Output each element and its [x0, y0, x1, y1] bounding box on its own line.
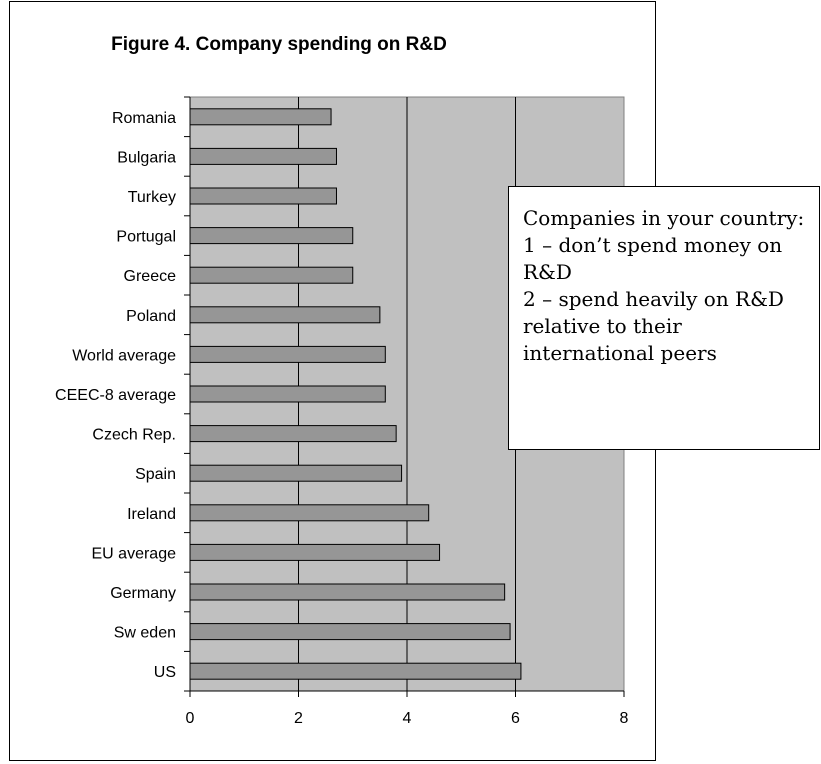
bar	[189, 464, 403, 482]
bar	[189, 543, 441, 561]
bar	[189, 504, 430, 522]
bar	[189, 425, 397, 443]
category-label: Ireland	[127, 506, 176, 523]
category-label: EU average	[92, 545, 177, 562]
bar	[189, 345, 386, 363]
annotation-box: Companies in your country: 1 – don’t spe…	[508, 186, 820, 450]
bar	[189, 662, 522, 680]
category-label: Germany	[110, 585, 176, 602]
x-tick-label: 4	[403, 710, 412, 727]
category-label: CEEC-8 average	[55, 387, 176, 404]
annotation-line: 1 – don’t spend money on R&D	[523, 233, 783, 284]
category-label: Sw eden	[114, 625, 176, 642]
bar	[189, 266, 354, 284]
category-label: Spain	[135, 466, 176, 483]
bar	[189, 187, 337, 205]
category-label: Greece	[124, 268, 177, 285]
x-tick-label: 0	[186, 710, 195, 727]
category-label: Bulgaria	[117, 149, 176, 166]
bar	[189, 147, 337, 165]
bar	[189, 623, 511, 641]
category-label: Romania	[112, 110, 176, 127]
category-label: Turkey	[128, 189, 176, 206]
bar	[189, 227, 354, 245]
annotation-line: 2 – spend heavily on R&D relative to the…	[523, 287, 784, 365]
x-tick-label: 8	[620, 710, 629, 727]
bar	[189, 583, 506, 601]
annotation-line: Companies in your country:	[523, 206, 805, 230]
chart-title: Figure 4. Company spending on R&D	[111, 34, 447, 55]
x-tick-label: 6	[511, 710, 520, 727]
category-label: Poland	[126, 308, 176, 325]
category-label: US	[154, 664, 176, 681]
category-label: Portugal	[116, 229, 176, 246]
bar	[189, 108, 332, 126]
category-label: Czech Rep.	[92, 427, 176, 444]
category-label: World average	[72, 347, 176, 364]
bar	[189, 306, 381, 324]
x-tick-label: 2	[294, 710, 303, 727]
bar	[189, 385, 386, 403]
